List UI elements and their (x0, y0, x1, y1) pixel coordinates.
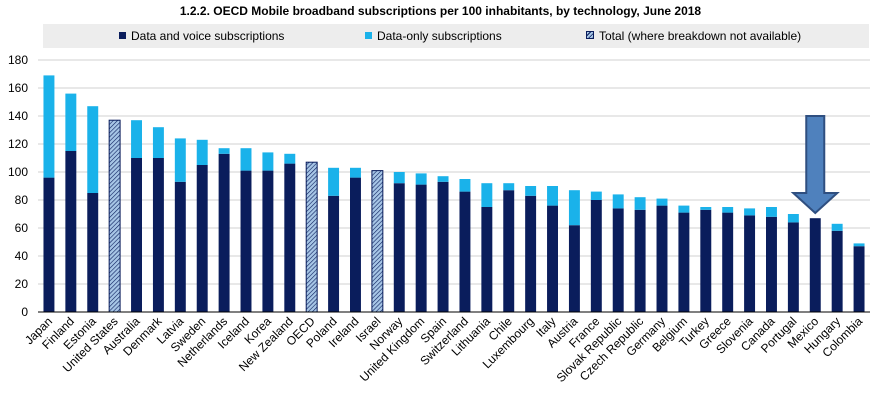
bar-data-voice (525, 195, 537, 312)
y-tick-label: 0 (21, 305, 28, 319)
bar-data-voice (65, 151, 77, 312)
bar-data-only (547, 186, 558, 206)
bar-data-only (787, 214, 799, 223)
y-tick-label: 80 (15, 193, 29, 207)
bar-data-voice (503, 190, 515, 312)
y-tick-label: 40 (15, 249, 29, 263)
bar-data-voice (240, 170, 252, 312)
y-tick-label: 140 (8, 109, 28, 123)
bar-data-voice (853, 246, 865, 312)
bar-data-only (415, 173, 427, 185)
bar-data-only (612, 194, 624, 209)
bar-data-voice (87, 193, 99, 312)
legend-label-data-voice: Data and voice subscriptions (131, 29, 285, 43)
bar-data-only (240, 148, 252, 171)
bar-data-only (350, 167, 361, 178)
bar-data-voice (547, 205, 558, 312)
bar-data-only (700, 207, 712, 210)
bar-data-voice (350, 177, 361, 312)
y-tick-label: 100 (8, 165, 28, 179)
bar-data-voice (744, 215, 756, 312)
bar-data-voice (568, 225, 580, 312)
bar-data-voice (481, 207, 493, 312)
bar-data-only (196, 139, 208, 165)
y-tick-label: 160 (8, 81, 28, 95)
bar-data-only (459, 179, 471, 192)
bar-data-voice (174, 181, 186, 312)
bar-data-only (766, 207, 777, 217)
bar-data-voice (831, 230, 843, 312)
bar-total (371, 170, 384, 313)
bar-data-only (722, 207, 734, 213)
bar-data-only (131, 120, 142, 158)
bar-data-voice (196, 165, 208, 312)
arrow-down-icon (790, 115, 840, 215)
bar-data-only (503, 183, 515, 191)
bar-data-only (328, 167, 340, 196)
bar-data-voice (459, 191, 471, 312)
bar-data-only (568, 190, 580, 226)
bar-data-voice (678, 212, 690, 312)
bar-data-only (65, 93, 77, 151)
legend-label-total: Total (where breakdown not available) (599, 29, 802, 43)
bar-data-voice (415, 184, 427, 312)
bar-data-only (481, 183, 493, 207)
bar-data-only (43, 75, 55, 178)
legend-item-data-voice: Data and voice subscriptions (119, 29, 284, 43)
bar-data-voice (218, 153, 230, 312)
bar-data-voice (656, 205, 668, 312)
bar-data-voice (437, 181, 449, 312)
bar-data-only (284, 153, 296, 164)
legend-item-data-only: Data-only subscriptions (365, 29, 502, 43)
bar-data-voice (152, 158, 164, 312)
bar-data-voice (328, 195, 340, 312)
bar-total (305, 161, 318, 313)
bar-data-voice (809, 218, 821, 312)
y-tick-label: 120 (8, 137, 28, 151)
bar-data-voice (131, 158, 142, 312)
legend: Data and voice subscriptions Data-only s… (43, 24, 869, 48)
bar-data-only (393, 172, 405, 184)
bar-data-voice (43, 177, 55, 312)
legend-item-total: Total (where breakdown not available) (586, 29, 801, 43)
bar-data-only (87, 106, 99, 193)
bar-data-only (437, 176, 449, 182)
bar-data-voice (612, 208, 624, 312)
bar-data-only (152, 127, 164, 158)
bar-data-only (262, 152, 274, 171)
bar-data-only (744, 208, 756, 216)
bar-data-only (634, 197, 646, 210)
bar-data-voice (700, 209, 712, 312)
bar-data-only (590, 191, 602, 200)
bar-data-only (656, 198, 668, 206)
legend-label-data-only: Data-only subscriptions (377, 29, 502, 43)
bar-data-voice (284, 163, 296, 312)
y-tick-label: 20 (15, 277, 29, 291)
bar-data-voice (590, 200, 602, 312)
bar-data-only (218, 148, 230, 154)
y-tick-label: 180 (8, 53, 28, 67)
y-tick-label: 60 (15, 221, 29, 235)
legend-swatch-data-only (365, 32, 372, 39)
bar-data-only (831, 223, 843, 231)
bar-data-only (678, 205, 690, 213)
bar-data-voice (766, 216, 777, 312)
bar-data-only (853, 243, 865, 247)
legend-swatch-data-voice (119, 32, 126, 39)
bar-data-voice (393, 183, 405, 312)
bar-data-voice (262, 170, 274, 312)
legend-swatch-total (586, 31, 594, 39)
bar-data-voice (787, 222, 799, 312)
bar-data-only (174, 138, 186, 182)
bar-data-voice (634, 209, 646, 312)
bar-total (108, 119, 121, 313)
bar-data-only (525, 186, 537, 196)
bar-data-voice (722, 212, 734, 312)
chart-title: 1.2.2. OECD Mobile broadband subscriptio… (179, 4, 702, 18)
